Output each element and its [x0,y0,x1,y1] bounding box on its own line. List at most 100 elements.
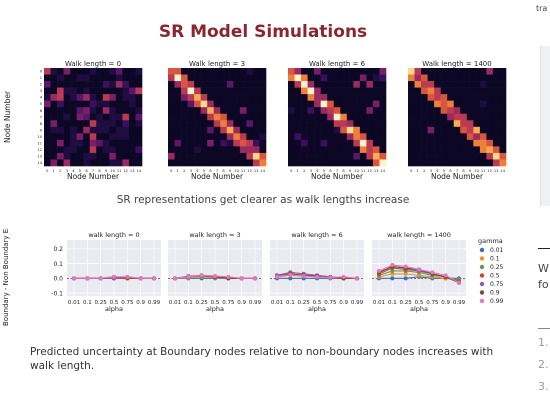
heatmap-xtick: 14 [260,169,265,173]
heatmap-cell [70,100,77,108]
heatmap-cell [408,133,415,141]
heatmap-cell [460,81,468,88]
heatmap-xtick: 6 [449,169,452,173]
heatmap-cell [307,113,315,121]
heatmap-cell [320,152,328,160]
heatmap-cell [44,120,51,128]
heatmap-cell [57,113,64,121]
entropy-chart: Boundary - Non Boundary Entropy 0.20.10.0… [2,228,504,326]
heatmap-cell [122,139,130,147]
heatmap-cell [239,120,247,128]
heatmap-cell [187,81,195,88]
heatmap-cell [288,146,295,154]
heatmap-cell [307,81,315,88]
heatmap-cell [327,68,335,75]
heatmap-cell [353,146,361,154]
heatmap-cell [213,120,221,128]
heatmap-cell [307,100,315,108]
heatmap-cell [359,120,367,128]
heatmap-cell [379,126,387,134]
heatmap-cell [259,107,267,115]
heatmap-cell [366,107,374,115]
heatmap-xtick: 9 [349,169,352,173]
heatmap-cell [453,133,461,141]
heatmap-cell [44,133,51,141]
heatmap-cell [421,81,428,88]
heatmap-cell [366,74,374,82]
heatmap-cell [70,133,77,141]
heatmap-cell [288,81,295,88]
heatmap-cell [408,159,415,167]
heatmap-cell [372,146,380,154]
heatmap-cell [168,120,175,128]
adjacent-text-2: fo [538,278,549,291]
heatmap-xtick: 6 [329,169,332,173]
heatmap-cell [492,113,500,121]
heatmap-cell [135,81,143,88]
heatmap-cell [187,159,195,167]
heatmap-cell [50,107,58,115]
heatmap-cell [213,126,221,134]
heatmap-cell [314,100,321,108]
caption-bottom: Predicted uncertainty at Boundary nodes … [30,346,494,372]
heatmap-cell [89,107,97,115]
heatmap-cell [421,126,428,134]
heatmap-cell [427,74,435,82]
heatmap-cell [288,152,295,160]
heatmap-cell [70,139,77,147]
heatmap-cell [359,159,367,167]
heatmap-cell [301,107,308,115]
heatmap-cell [372,139,380,147]
heatmap-cell [109,107,117,115]
heatmap-cell [220,152,228,160]
heatmap-xlabel: Node Number [431,172,484,180]
heatmap-cell [96,113,104,121]
heatmap-xlabel: Node Number [191,172,244,180]
chart-point [85,276,90,281]
heatmap-cell [213,68,221,75]
adjacent-top-text: tra [536,4,548,13]
heatmap-cell [499,146,507,154]
heatmap-cell [187,126,195,134]
heatmap-cell [44,100,51,108]
heatmap-cell [200,68,208,75]
heatmap-cell [486,113,494,121]
heatmap-cell [252,87,260,95]
heatmap-cell [479,113,487,121]
chart-xtick: 0.9 [339,300,348,306]
heatmap-cell [353,126,361,134]
heatmap-cell [333,133,341,141]
heatmap-cell [259,146,267,154]
heatmap-cell [207,68,215,75]
heatmap-cell [246,100,254,108]
heatmap-xtick: 13 [130,169,135,173]
heatmap-xtick: 12 [123,169,128,173]
heatmap-xtick: 8 [222,169,225,173]
heatmap-cell [187,107,195,115]
heatmap-xtick: 14 [136,169,141,173]
heatmap-cell [194,152,201,160]
heatmap-cell [83,100,91,108]
heatmap-cell [408,74,415,82]
heatmap-cell [327,74,335,82]
heatmap-xtick: 13 [254,169,259,173]
heatmap-cell [353,81,361,88]
heatmap-cell [359,107,367,115]
heatmap-cell [307,139,315,147]
heatmap-cell [252,139,260,147]
chart-point [430,270,435,275]
heatmap-cell [109,100,117,108]
heatmap-cell [427,159,435,167]
heatmap-cell [70,107,77,115]
heatmap-cell [301,94,308,101]
heatmap-cell [168,100,175,108]
heatmap-cell [466,87,474,95]
heatmap-cell [473,94,481,101]
heatmap-cell [76,68,84,75]
heatmap-cell [359,152,367,160]
heatmap-cell [440,74,448,82]
chart-xtick: 0.1 [83,300,92,306]
heatmap-cell [246,133,254,141]
heatmap-cell [333,120,341,128]
